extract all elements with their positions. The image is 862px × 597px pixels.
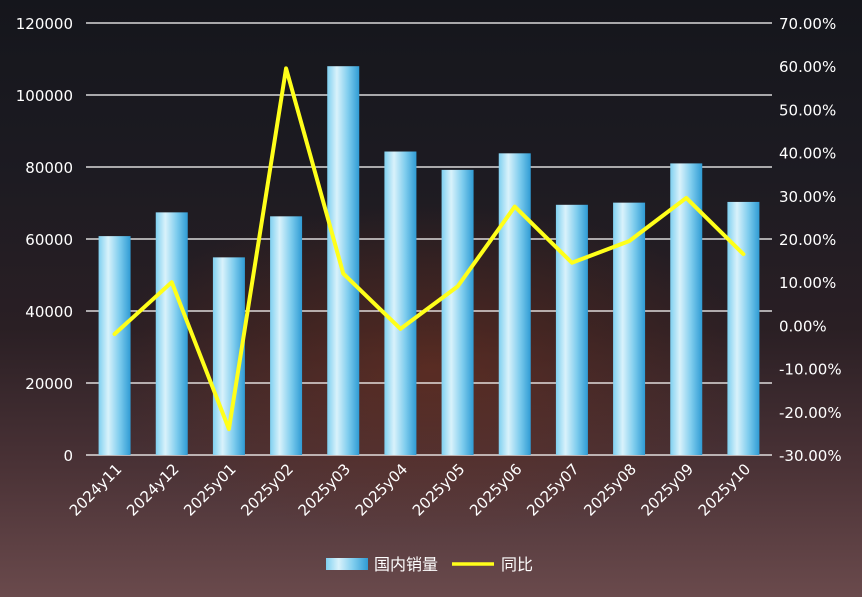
x-axis-tick-label: 2024y12: [123, 460, 182, 519]
bar: [498, 153, 531, 455]
right-axis-tick-label: -10.00%: [779, 361, 842, 379]
right-axis-tick-label: 60.00%: [779, 58, 836, 76]
x-axis-tick-label: 2025y10: [695, 460, 754, 519]
x-axis-tick-label: 2025y08: [580, 460, 639, 519]
left-axis-tick-label: 40000: [25, 303, 73, 321]
left-axis-tick-label: 120000: [16, 15, 73, 33]
bar: [384, 151, 417, 455]
legend-bar-swatch: [326, 558, 368, 570]
left-axis-tick-label: 100000: [16, 87, 73, 105]
x-axis-tick-label: 2025y06: [466, 460, 525, 519]
x-axis-tick-label: 2025y03: [295, 460, 354, 519]
line-series-path: [112, 66, 746, 432]
right-y-axis: -30.00% -20.00% -10.00% 0.00% 10.00% 20.00% 30…: [779, 15, 842, 465]
bar: [98, 236, 131, 455]
legend-line-label: 同比: [501, 555, 533, 574]
x-axis-tick-label: 2024y11: [66, 460, 125, 519]
right-axis-tick-label: 10.00%: [779, 274, 836, 292]
bar: [670, 163, 703, 455]
x-axis-tick-label: 2025y02: [237, 460, 296, 519]
left-axis-tick-label: 80000: [25, 159, 73, 177]
right-axis-tick-label: 70.00%: [779, 15, 836, 33]
bar-series: [98, 66, 760, 455]
right-axis-tick-label: 50.00%: [779, 101, 836, 119]
bar: [327, 66, 360, 455]
right-axis-tick-label: -30.00%: [779, 447, 842, 465]
bar: [270, 216, 303, 455]
legend: 国内销量 同比: [326, 555, 533, 574]
gridlines: [86, 22, 772, 456]
x-axis-tick-label: 2025y04: [352, 460, 411, 519]
bar: [727, 201, 760, 455]
x-axis-tick-label: 2025y05: [409, 460, 468, 519]
left-axis-tick-label: 0: [63, 447, 73, 465]
x-axis-tick-label: 2025y01: [180, 460, 239, 519]
x-axis-tick-label: 2025y07: [523, 460, 582, 519]
right-axis-tick-label: 30.00%: [779, 188, 836, 206]
left-y-axis: 0 20000 40000 60000 80000 100000 120000: [16, 15, 73, 465]
x-axis-tick-label: 2025y09: [638, 460, 697, 519]
left-axis-tick-label: 20000: [25, 375, 73, 393]
bar: [155, 212, 188, 455]
right-axis-tick-label: -20.00%: [779, 404, 842, 422]
legend-bar-label: 国内销量: [374, 555, 438, 574]
right-axis-tick-label: 40.00%: [779, 145, 836, 163]
bar: [441, 169, 474, 455]
bar: [555, 204, 588, 455]
x-axis: 2024y112024y122025y012025y022025y032025y…: [66, 460, 754, 519]
right-axis-tick-label: 0.00%: [779, 317, 827, 335]
right-axis-tick-label: 20.00%: [779, 231, 836, 249]
line-series: [112, 66, 746, 432]
left-axis-tick-label: 60000: [25, 231, 73, 249]
